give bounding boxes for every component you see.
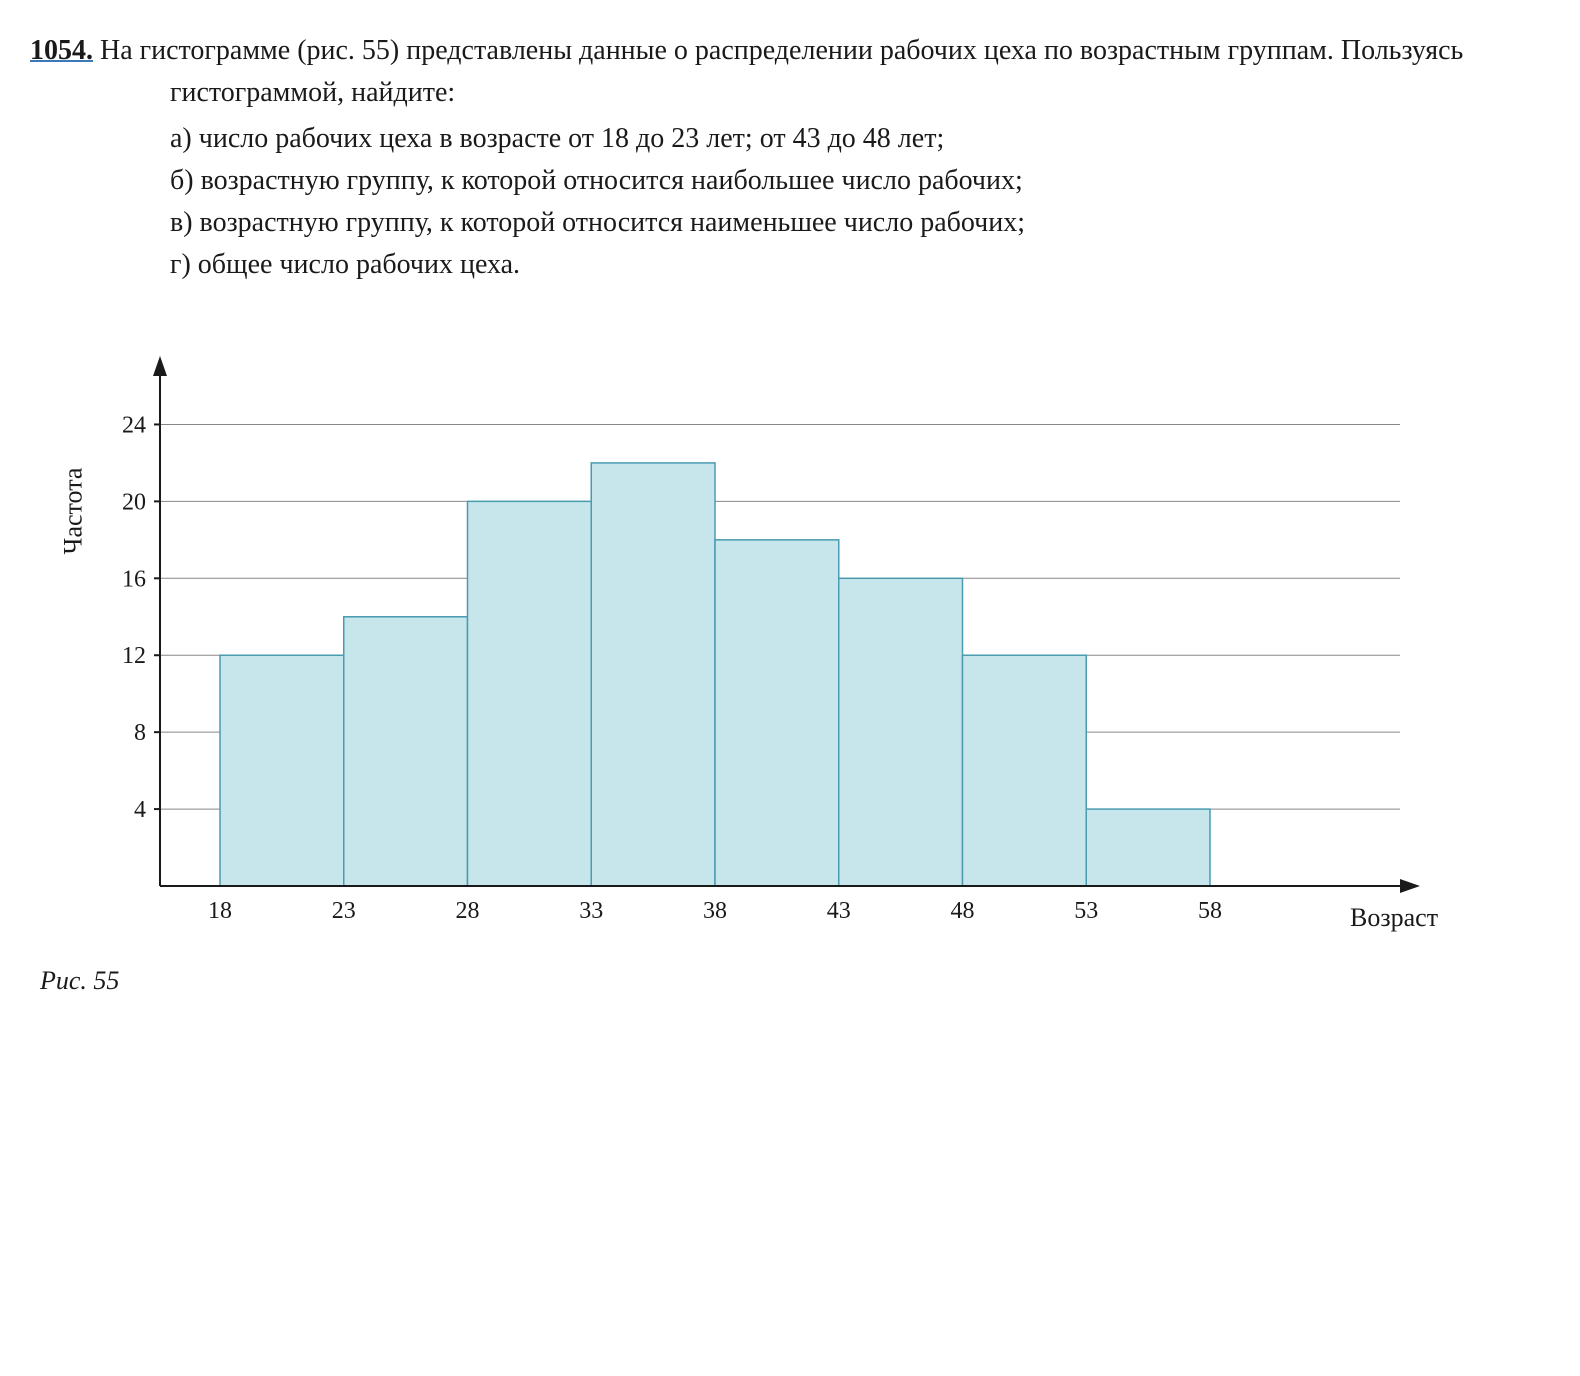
problem-intro-text: На гистограмме (рис. 55) представлены да… (100, 35, 1463, 108)
svg-text:38: 38 (703, 898, 727, 924)
svg-text:43: 43 (827, 898, 851, 924)
svg-text:4: 4 (134, 797, 146, 823)
svg-text:12: 12 (122, 643, 146, 669)
svg-text:18: 18 (208, 898, 232, 924)
figure-label: Рис. 55 (40, 966, 1550, 996)
svg-text:53: 53 (1074, 898, 1098, 924)
svg-text:33: 33 (579, 898, 603, 924)
svg-text:23: 23 (332, 898, 356, 924)
problem-container: 1054. На гистограмме (рис. 55) представл… (30, 30, 1550, 286)
histogram-chart: 4812162024182328333843485358Возраст (60, 346, 1460, 946)
svg-text:8: 8 (134, 720, 146, 746)
problem-items: а) число рабочих цеха в возрасте от 18 д… (170, 118, 1550, 286)
y-axis-label: Частота (58, 468, 88, 555)
svg-text:58: 58 (1198, 898, 1222, 924)
problem-intro: 1054. На гистограмме (рис. 55) представл… (30, 30, 1550, 114)
problem-item-c: в) возрастную группу, к которой относитс… (170, 202, 1550, 244)
problem-item-d: г) общее число рабочих цеха. (170, 244, 1550, 286)
svg-text:24: 24 (122, 412, 146, 438)
problem-item-b: б) возрастную группу, к которой относитс… (170, 160, 1550, 202)
svg-text:28: 28 (456, 898, 480, 924)
svg-text:16: 16 (122, 566, 146, 592)
problem-item-a: а) число рабочих цеха в возрасте от 18 д… (170, 118, 1550, 160)
svg-text:Возраст: Возраст (1350, 903, 1438, 932)
problem-number: 1054. (30, 35, 93, 66)
chart-container: Частота 4812162024182328333843485358Возр… (60, 346, 1550, 946)
svg-text:20: 20 (122, 489, 146, 515)
svg-text:48: 48 (951, 898, 975, 924)
